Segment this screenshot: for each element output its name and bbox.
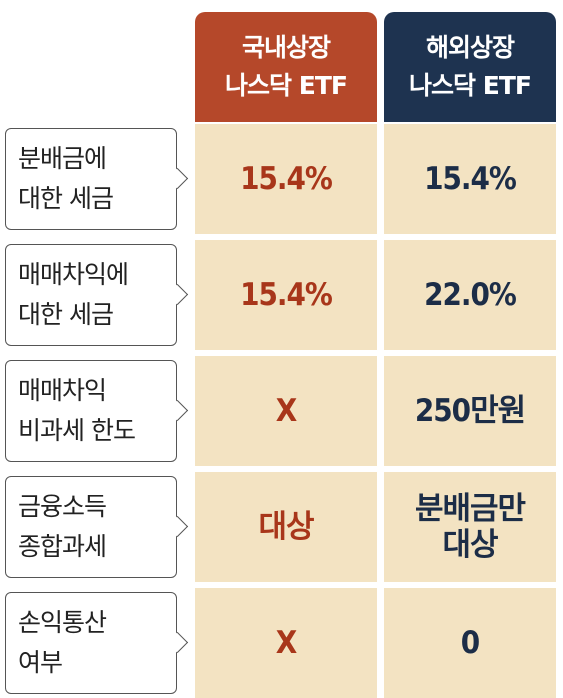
column-header: 해외상장 나스닥 ETF [384, 12, 556, 122]
row-label: 매매차익에 대한 세금 [5, 244, 177, 346]
value-cell: 15.4% [195, 124, 377, 234]
row-label: 금융소득 종합과세 [5, 476, 177, 578]
value-cell: X [195, 588, 377, 698]
row-label: 매매차익 비과세 한도 [5, 360, 177, 462]
value-cell: 0 [384, 588, 556, 698]
value-cell: 대상 [195, 472, 377, 582]
value-cell: 250만원 [384, 356, 556, 466]
row-label: 손익통산 여부 [5, 592, 177, 694]
value-cell: 22.0% [384, 240, 556, 350]
value-cell: 15.4% [384, 124, 556, 234]
value-cell: 15.4% [195, 240, 377, 350]
column-header: 국내상장 나스닥 ETF [195, 12, 377, 122]
row-label: 분배금에 대한 세금 [5, 128, 177, 230]
value-cell: X [195, 356, 377, 466]
value-cell: 분배금만 대상 [384, 472, 556, 582]
